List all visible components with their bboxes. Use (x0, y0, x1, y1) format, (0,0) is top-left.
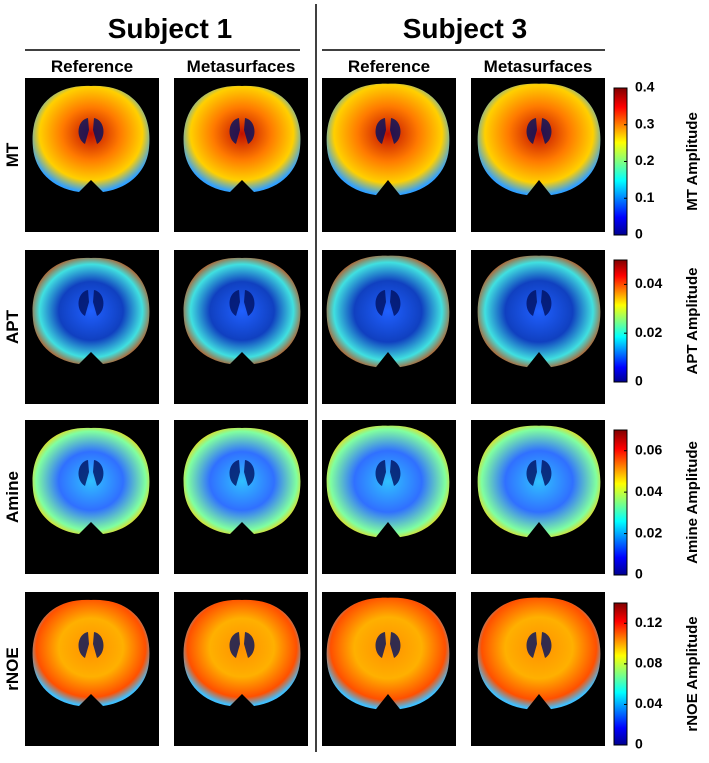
tick-label: 0.08 (635, 655, 662, 671)
ventricle (229, 290, 255, 316)
tick-label: 0.4 (635, 79, 655, 95)
brain (326, 255, 450, 368)
brain-map (471, 250, 605, 404)
brain (183, 427, 301, 534)
brain-map (322, 592, 456, 746)
ventricle (78, 118, 104, 144)
ventricle (78, 460, 104, 486)
ventricle (229, 632, 255, 658)
column-label: Reference (348, 57, 430, 76)
colorbar (613, 259, 628, 383)
row-label: rNOE (3, 647, 22, 690)
tick-label: 0.04 (635, 695, 662, 711)
brain (477, 597, 601, 710)
brain-map (174, 78, 308, 232)
ventricle (375, 632, 401, 658)
ventricle (526, 460, 552, 486)
tick-label: 0.04 (635, 275, 662, 291)
colorbar (613, 602, 628, 746)
ventricle (526, 118, 552, 144)
ventricle (526, 632, 552, 658)
colorbar-label: Amine Amplitude (684, 441, 701, 564)
brain (477, 425, 601, 538)
brain-map (25, 592, 159, 746)
tick-label: 0.02 (635, 524, 662, 540)
row-label: Amine (3, 471, 22, 523)
tick-label: 0.3 (635, 115, 655, 131)
ventricle (375, 460, 401, 486)
column-label: Reference (51, 57, 133, 76)
tick-label: 0 (635, 566, 643, 582)
brain (326, 83, 450, 196)
brain (326, 425, 450, 538)
ventricle (526, 290, 552, 316)
brain (477, 83, 601, 196)
brain (326, 597, 450, 710)
brain-map (471, 78, 605, 232)
subject-title: Subject 1 (108, 13, 232, 44)
tick-label: 0 (635, 226, 643, 242)
colorbar (613, 429, 628, 576)
ventricle (78, 632, 104, 658)
ventricle (229, 118, 255, 144)
column-label: Metasurfaces (187, 57, 296, 76)
brain-map (174, 592, 308, 746)
tick-label: 0 (635, 736, 643, 752)
ventricle (375, 290, 401, 316)
column-label: Metasurfaces (484, 57, 593, 76)
ventricle (375, 118, 401, 144)
brain (183, 257, 301, 364)
brain (183, 85, 301, 192)
brain (32, 85, 150, 192)
tick-label: 0.04 (635, 483, 662, 499)
brain-map (25, 420, 159, 574)
subject-title: Subject 3 (403, 13, 527, 44)
brain (477, 255, 601, 368)
brain-map (174, 250, 308, 404)
colorbar-label: MT Amplitude (684, 112, 701, 211)
brain (183, 599, 301, 706)
brain (32, 257, 150, 364)
brain (32, 427, 150, 534)
tick-label: 0.12 (635, 614, 662, 630)
brain-map (174, 420, 308, 574)
brain (32, 599, 150, 706)
brain-map (471, 592, 605, 746)
colorbar-label: APT Amplitude (684, 268, 701, 375)
ventricle (229, 460, 255, 486)
brain-map (322, 78, 456, 232)
brain-map (25, 250, 159, 404)
brain-map (322, 420, 456, 574)
tick-label: 0.2 (635, 152, 655, 168)
brain-map (322, 250, 456, 404)
brain-map (25, 78, 159, 232)
tick-label: 0.1 (635, 189, 655, 205)
tick-label: 0.06 (635, 441, 662, 457)
ventricle (78, 290, 104, 316)
tick-label: 0.02 (635, 324, 662, 340)
row-label: APT (3, 309, 22, 344)
row-label: MT (3, 142, 22, 167)
tick-label: 0 (635, 373, 643, 389)
colorbar-label: rNOE Amplitude (684, 616, 701, 731)
brain-map (471, 420, 605, 574)
